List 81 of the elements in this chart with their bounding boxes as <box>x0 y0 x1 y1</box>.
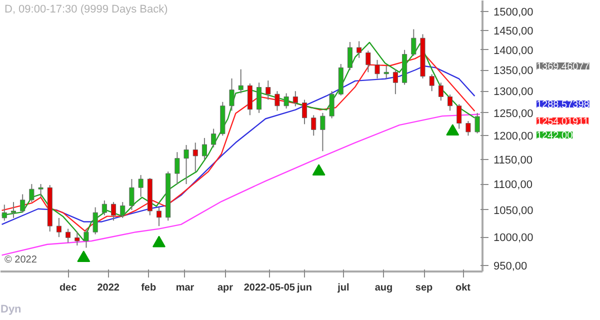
text: 1254,01911 <box>536 116 590 128</box>
x-tick-label: sep <box>415 282 433 294</box>
candlestick <box>266 80 271 100</box>
x-tick-label: 2022-05-05 <box>244 282 296 294</box>
x-tick-label: okt <box>456 282 472 294</box>
candlestick <box>302 99 308 125</box>
line-series <box>1 114 480 256</box>
x-tick-label: jul <box>336 282 350 294</box>
y-tick-label: 1400,00 <box>494 44 534 57</box>
y-tick-label: 1050,00 <box>494 204 534 217</box>
candlestick <box>356 40 362 58</box>
candlestick <box>329 90 334 119</box>
candlestick <box>202 137 207 160</box>
candlestick <box>447 94 453 112</box>
candlestick <box>184 144 189 185</box>
candlestick <box>129 178 134 210</box>
x-tick-label: 2022 <box>97 282 120 294</box>
candlestick <box>156 206 162 227</box>
y-tick-label: 950,00 <box>494 260 528 273</box>
y-tick-label: 1450,00 <box>494 25 534 38</box>
candlestick <box>111 202 116 222</box>
point <box>152 236 166 248</box>
candlestick <box>56 217 62 238</box>
x-tick-label: aug <box>374 282 393 294</box>
candlestick <box>292 90 298 107</box>
y-tick-label: 1500,00 <box>494 6 534 19</box>
y-tick-label: 1300,00 <box>494 86 534 98</box>
candlestick <box>38 184 44 198</box>
point <box>312 164 326 176</box>
candlestick <box>29 184 34 203</box>
candlestick <box>366 50 371 73</box>
text: 1288,57398 <box>536 100 590 110</box>
candlestick <box>347 42 353 71</box>
candlestick <box>284 92 289 110</box>
candlestick <box>66 228 71 244</box>
x-tick-label: feb <box>141 282 156 294</box>
x-tick-label: mar <box>176 282 194 294</box>
candlestick <box>374 59 380 79</box>
candlestick <box>2 204 7 222</box>
chart-title: D, 09:00-17:30 (9999 Days Back) <box>4 4 168 16</box>
candlestick <box>120 202 126 218</box>
candlestick <box>92 206 98 235</box>
y-tick-label: 1350,00 <box>494 65 534 78</box>
candlestick <box>256 82 262 114</box>
candlestick <box>392 68 398 95</box>
text: Dyn <box>0 304 22 316</box>
candlestick <box>411 28 416 56</box>
candlestick <box>229 78 234 112</box>
candlestick <box>84 228 89 248</box>
annotation: © 2022 <box>4 254 38 266</box>
y-tick-label: 1250,00 <box>494 108 534 120</box>
candlestick <box>192 142 198 172</box>
y-tick-label: 1100,00 <box>494 179 532 192</box>
x-tick-label: dec <box>59 282 78 294</box>
candlestick <box>429 74 434 92</box>
point <box>77 250 90 262</box>
candlestick <box>438 82 444 102</box>
candlestick <box>138 174 144 198</box>
candlestick <box>320 112 326 152</box>
candlestick <box>211 128 216 148</box>
candlestick <box>102 200 107 216</box>
candlestick <box>466 120 471 136</box>
y-tick-label: 1000,00 <box>494 232 534 244</box>
text: 1242,00 <box>536 130 574 142</box>
candlestick <box>174 152 180 185</box>
candlestick <box>20 194 26 214</box>
candlestick <box>456 104 462 130</box>
candlestick <box>10 202 16 218</box>
candlestick <box>311 114 316 136</box>
candlestick <box>238 68 244 94</box>
y-tick-label: 1200,00 <box>494 130 534 143</box>
point <box>446 124 460 136</box>
candlestick <box>74 231 80 246</box>
candlestick <box>247 82 252 116</box>
text: 1369,46077 <box>536 62 590 72</box>
candlestick <box>384 66 389 79</box>
y-tick-label: 1150,00 <box>494 154 532 166</box>
candlestick <box>274 90 280 112</box>
x-tick-label: jun <box>296 282 312 294</box>
x-tick-label: apr <box>217 282 234 294</box>
candlestick <box>474 112 480 134</box>
